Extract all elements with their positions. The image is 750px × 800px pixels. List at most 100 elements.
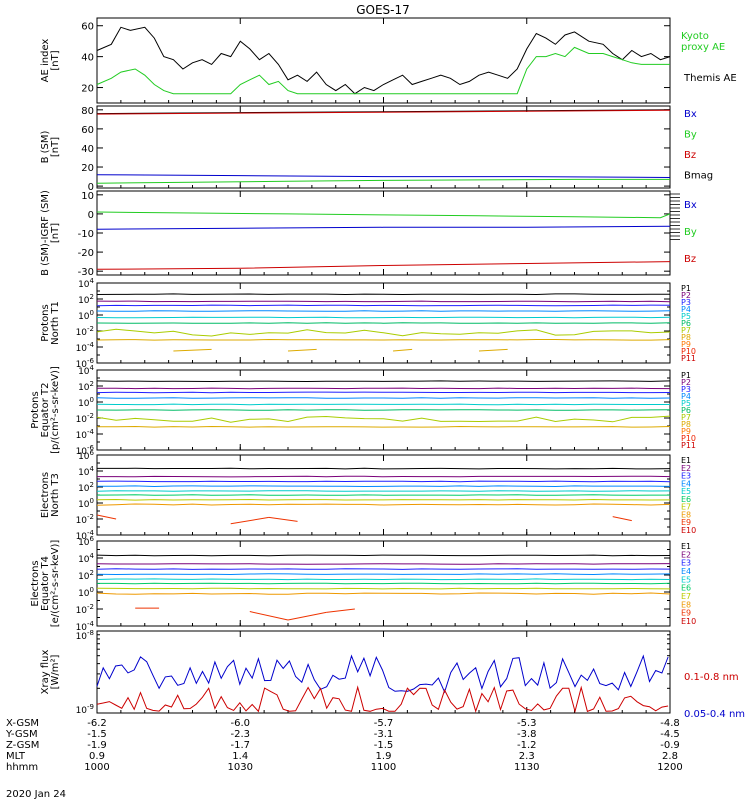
- legend-entry: P10: [681, 347, 696, 356]
- ephemeris-value: -4.8: [660, 718, 680, 729]
- y-tick-label: 20: [81, 84, 94, 95]
- flux-channel-1: [96, 554, 671, 557]
- ephemeris-value: -1.9: [87, 740, 107, 751]
- panel-frame: [96, 17, 671, 104]
- legend-entry: E4: [681, 479, 691, 488]
- legend-entry: P3: [681, 385, 691, 394]
- series-bz: [96, 109, 671, 115]
- flux-channel-4: [96, 485, 671, 488]
- flux-channel-1: [96, 380, 671, 383]
- ylabel-line: Electrons: [40, 472, 51, 518]
- legend-entry: P4: [681, 392, 691, 401]
- flux-channel-4: [96, 573, 671, 576]
- flux-channel-6: [97, 582, 671, 585]
- legend-entry: E6: [681, 495, 691, 504]
- y-tick-label: 104: [78, 364, 94, 377]
- ephemeris-value: 1130: [514, 762, 539, 773]
- legend-entry: E2: [681, 550, 691, 559]
- legend-entry: E10: [681, 526, 696, 535]
- legend-entry: proxy AE: [681, 42, 725, 53]
- legend-entry: P11: [681, 441, 696, 450]
- ylabel-line: [nT]: [50, 50, 61, 70]
- panel-legend: Bx By Bz Bmag: [684, 109, 713, 182]
- series-by: [96, 178, 670, 184]
- legend-entry: P3: [681, 298, 691, 307]
- legend-entry: P2: [681, 378, 691, 387]
- legend-entry: E7: [681, 503, 691, 512]
- y-tick-label: 10-4: [76, 620, 95, 633]
- ylabel-line: [e/(cm²-s-sr-keV)]: [50, 540, 61, 628]
- legend-entry: P6: [681, 319, 691, 328]
- y-tick-label: 40: [81, 144, 94, 155]
- y-tick-label: 10-6: [76, 357, 95, 370]
- ephemeris-value: 1100: [371, 762, 396, 773]
- y-tick-label: 10-2: [76, 325, 94, 338]
- y-tick-label: 102: [78, 569, 94, 582]
- ylabel-line: North T3: [50, 473, 61, 517]
- ylabel-line: [nT]: [50, 223, 61, 243]
- legend-entry: Bx: [684, 200, 697, 211]
- legend-entry: E4: [681, 567, 691, 576]
- xray-short-series: [96, 654, 669, 694]
- panel-ylabel: Xray flux [W/m²]: [40, 650, 61, 695]
- legend-entry: E7: [681, 592, 691, 601]
- legend-entry: 0.05-0.4 nm: [684, 709, 745, 720]
- legend-entry: P1: [681, 284, 691, 293]
- panel-ylabel: Protons Equator T2 [p/(cm²-s-sr-keV)]: [30, 366, 61, 454]
- y-tick-label: 20: [81, 163, 94, 174]
- ylabel-line: Equator T2: [40, 383, 51, 438]
- y-tick-label: 104: [78, 277, 94, 290]
- flux-e9-segment: [612, 516, 632, 522]
- ylabel-line: B (SM)-IGRF (SM): [40, 190, 51, 276]
- plot-title: GOES-17: [356, 3, 410, 17]
- ephemeris-value: 1.4: [232, 751, 248, 762]
- y-tick-label: 100: [78, 309, 94, 322]
- flux-e9-segment: [230, 516, 269, 525]
- y-tick-label: 40: [81, 53, 94, 64]
- panel-ylabel: Electrons Equator T4 [e/(cm²-s-sr-keV)]: [30, 540, 61, 628]
- ephemeris-value: -2.3: [230, 729, 250, 740]
- legend-entry: P11: [681, 354, 696, 363]
- ephemeris-value: -1.5: [87, 729, 107, 740]
- y-tick-label: 10: [81, 191, 94, 202]
- legend-entry: E8: [681, 510, 691, 519]
- legend-entry: E9: [681, 609, 691, 618]
- flux-channel-3: [96, 480, 671, 483]
- flux-channel-2: [96, 563, 671, 565]
- ephemeris-value: -5.3: [517, 718, 537, 729]
- ylabel-line: [W/m²]: [50, 654, 61, 689]
- y-tick-label: 80: [81, 106, 94, 117]
- flux-channel-6: [96, 322, 671, 324]
- legend-entry: By: [684, 227, 697, 238]
- flux-channel-7: [96, 587, 671, 590]
- ephemeris-value: 2.8: [662, 751, 678, 762]
- y-tick-label: -30: [78, 267, 94, 278]
- legend-entry: E1: [681, 542, 691, 551]
- panel-ylabel: AE index [nT]: [40, 39, 61, 83]
- y-tick-label: 104: [78, 552, 94, 565]
- legend-entry: P6: [681, 406, 691, 415]
- ephemeris-value: -1.7: [230, 740, 250, 751]
- ylabel-line: Xray flux: [40, 650, 51, 695]
- ephemeris-value: -3.8: [517, 729, 537, 740]
- flux-channel-4: [96, 397, 671, 399]
- y-tick-label: 100: [78, 586, 94, 599]
- legend-entry: Bz: [684, 254, 696, 265]
- flux-channel-3: [96, 391, 671, 394]
- xray-long-series: [96, 685, 669, 714]
- y-tick-label: 0: [88, 210, 94, 221]
- legend-entry: E10: [681, 617, 696, 626]
- y-tick-label: 10-6: [76, 444, 95, 457]
- flux-channel-2: [96, 300, 671, 303]
- legend-entry: By: [684, 130, 697, 141]
- flux-channel-1: [96, 293, 670, 296]
- flux-channel-5: [96, 316, 671, 319]
- ephemeris-row-label: Y-GSM: [5, 729, 38, 740]
- linear-panel-2: 0 20 40 60 80 B (SM) [nT] Bx By Bz Bmag: [40, 105, 713, 193]
- flux-channel-8: [96, 503, 671, 506]
- ephemeris-value: 0.9: [89, 751, 105, 762]
